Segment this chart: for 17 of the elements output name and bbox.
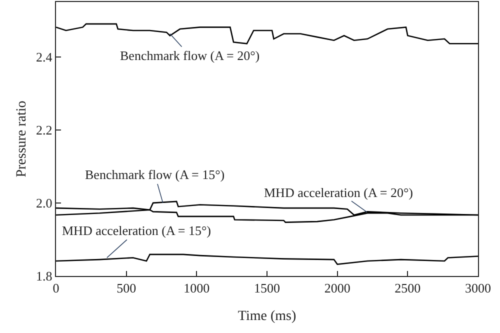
x-axis-title: Time (ms) xyxy=(238,309,296,324)
x-tick-label: 1000 xyxy=(184,280,210,296)
x-tick-label: 1500 xyxy=(254,280,280,296)
x-tick-label: 2000 xyxy=(324,280,350,296)
annotation: Benchmark flow (A = 15°) xyxy=(85,167,225,182)
x-tick-label: 0 xyxy=(52,280,60,296)
annotation: Benchmark flow (A = 20°) xyxy=(120,48,260,63)
x-tick-label: 2500 xyxy=(394,280,421,296)
y-axis-title: Pressure ratio xyxy=(14,100,30,178)
x-tick-label: 3000 xyxy=(465,280,491,296)
annotation: MHD acceleration (A = 20°) xyxy=(264,185,413,200)
y-tick-label: 2.0 xyxy=(36,195,52,210)
y-tick-label: 2.4 xyxy=(36,49,53,64)
annotation: MHD acceleration (A = 15°) xyxy=(62,223,211,238)
y-tick-label: 2.2 xyxy=(36,122,52,138)
x-tick-label: 500 xyxy=(116,280,136,296)
y-tick-label: 1.8 xyxy=(36,268,52,284)
